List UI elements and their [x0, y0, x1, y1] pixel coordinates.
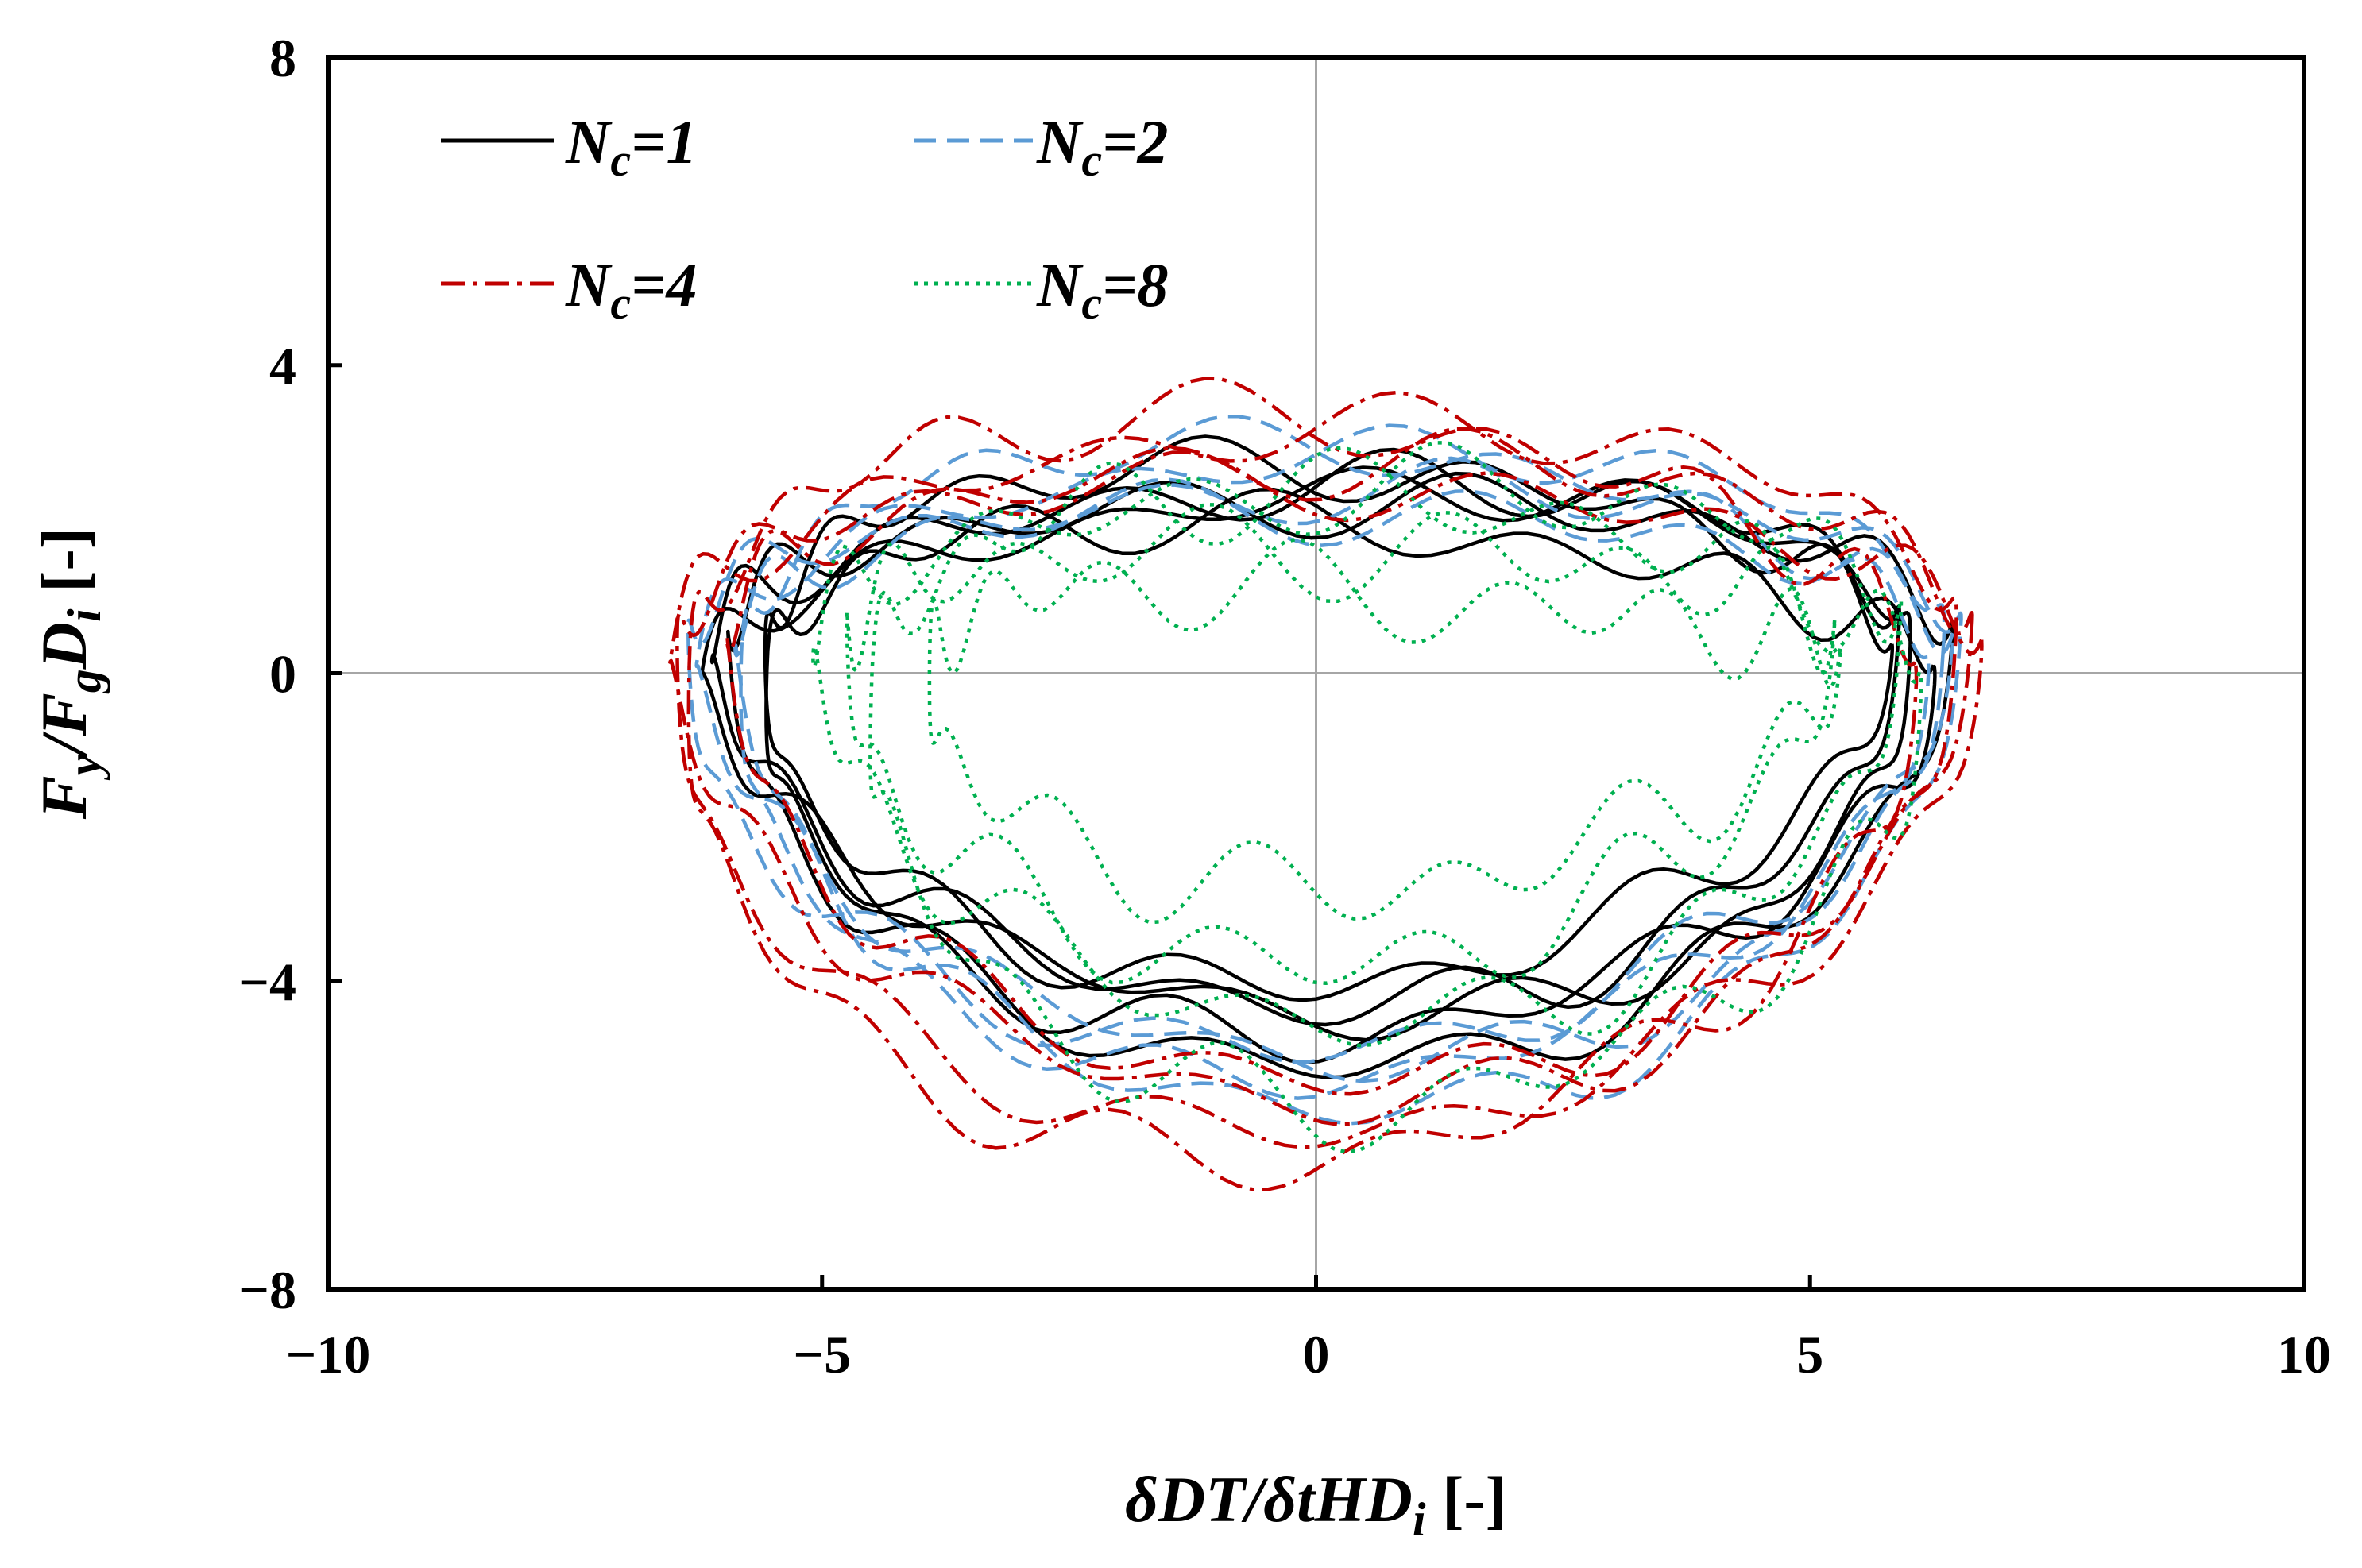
y-tick-label: 4	[269, 336, 296, 396]
y-tick-label: 8	[269, 28, 296, 88]
x-tick-label: 10	[2277, 1324, 2331, 1385]
series-line-4-loop-4	[868, 446, 1923, 1154]
series-line-1-loop-3	[726, 471, 1955, 1079]
x-tick-label: −5	[793, 1324, 851, 1385]
legend-item: Nc=2	[914, 107, 1169, 186]
series-n-c-2	[686, 414, 1963, 1126]
legend-label: Nc=8	[1036, 250, 1169, 329]
x-axis-ticks: −10 −5 0 5 10	[286, 1275, 2331, 1385]
series-n-c-4	[667, 377, 1984, 1191]
y-axis-title: Fy/FgDi [-]	[28, 527, 110, 820]
series-line-4-loop-2	[845, 502, 1837, 986]
legend-item: Nc=1	[441, 107, 698, 186]
series-line-2-loop-1	[694, 423, 1946, 1083]
legend-label: Nc=1	[565, 107, 698, 186]
x-axis-title: δDT/δtHDi [-]	[1125, 1463, 1507, 1546]
series-layer	[667, 377, 1984, 1191]
series-line-1-loop-1	[700, 465, 1912, 1042]
series-line-1-loop-5	[764, 487, 1937, 1064]
legend: Nc=1 Nc=2 Nc=4 Nc=8	[441, 107, 1169, 329]
zero-lines	[328, 57, 2304, 1289]
series-line-3-loop-2	[725, 427, 1974, 1096]
series-line-3-loop-1	[667, 390, 1958, 1126]
legend-item: Nc=8	[914, 250, 1169, 329]
x-tick-label: 0	[1303, 1324, 1330, 1385]
series-line-2-loop-4	[739, 414, 1931, 1100]
x-tick-label: 5	[1796, 1324, 1823, 1385]
legend-label: Nc=2	[1036, 107, 1169, 186]
series-n-c-8	[811, 441, 1923, 1154]
y-tick-label: −4	[238, 952, 296, 1012]
y-axis-ticks: 8 4 0 −4 −8	[238, 28, 342, 1320]
series-line-4-loop-1	[811, 441, 1904, 1048]
series-line-1-loop-4	[763, 434, 1895, 1002]
y-tick-label: −8	[238, 1260, 296, 1320]
x-tick-label: −10	[286, 1324, 371, 1385]
legend-label: Nc=4	[565, 250, 698, 329]
y-tick-label: 0	[269, 644, 296, 705]
legend-item: Nc=4	[441, 250, 698, 329]
series-line-4-loop-3	[927, 537, 1843, 925]
series-line-2-loop-3	[686, 477, 1955, 1064]
series-line-3-loop-3	[675, 450, 1984, 1149]
series-line-3-loop-4	[686, 377, 1919, 1191]
